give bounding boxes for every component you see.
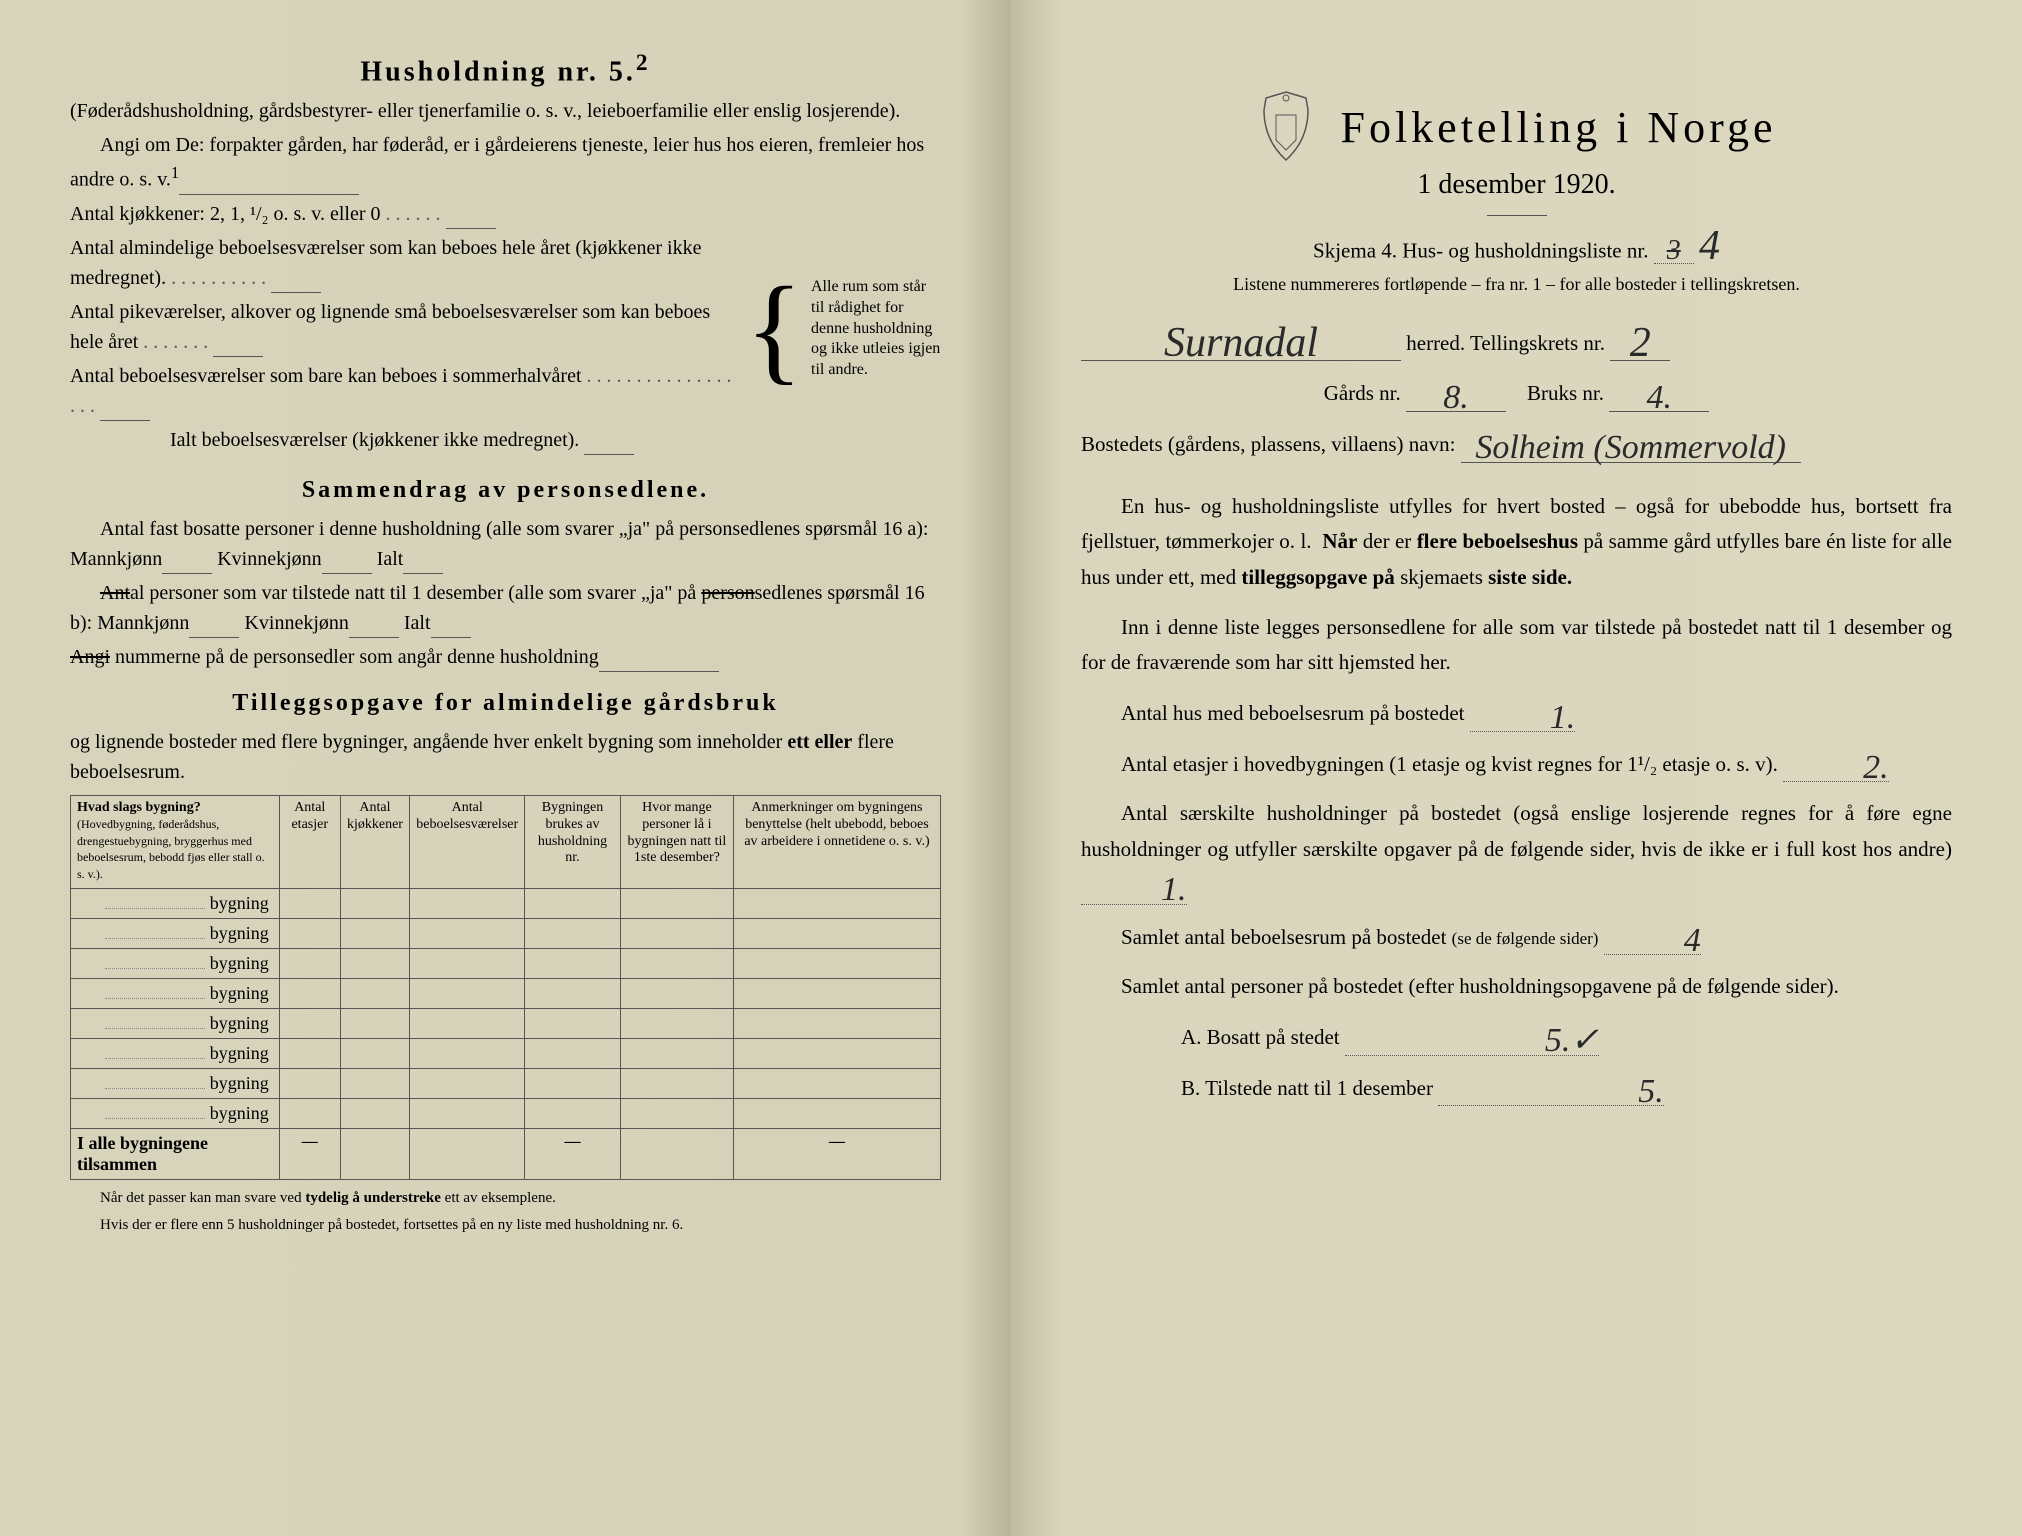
total-rooms-label: Ialt beboelsesværelser (kjøkkener ikke m… xyxy=(170,429,579,451)
table-row: bygning xyxy=(71,948,941,978)
herred-line: Surnadal herred. Tellingskrets nr. 2 xyxy=(1081,325,1952,362)
skjema-line: Skjema 4. Hus- og husholdningsliste nr. … xyxy=(1081,230,1952,264)
col7-header: Anmerkninger om bygningens benyttelse (h… xyxy=(733,795,940,888)
skjema-struck: 3 xyxy=(1667,240,1681,262)
tillegg-header: Tilleggsopgave for almindelige gårdsbruk xyxy=(70,690,941,717)
skjema-value: 4 xyxy=(1699,230,1720,264)
main-subtitle: 1 desember 1920. xyxy=(1081,169,1952,201)
samlet-pers-line: Samlet antal personer på bostedet (efter… xyxy=(1081,969,1952,1005)
bruks-value: 4. xyxy=(1647,384,1673,411)
info-para-1: En hus- og husholdningsliste utfylles fo… xyxy=(1081,489,1952,596)
info-para-2: Inn i denne liste legges personsedlene f… xyxy=(1081,610,1952,681)
antal-etasjer-value: 2. xyxy=(1823,754,1889,781)
table-row: bygning xyxy=(71,918,941,948)
bosted-value: Solheim (Sommervold) xyxy=(1475,434,1786,461)
household-sup: 2 xyxy=(636,50,651,76)
bosatt-a-value: 5.✓ xyxy=(1445,1027,1599,1054)
antal-hus-value: 1. xyxy=(1510,704,1576,731)
household-title-text: Husholdning nr. 5. xyxy=(360,56,636,87)
col2-header: Antal etasjer xyxy=(279,795,340,888)
household-note: (Føderådshusholdning, gårdsbestyrer- ell… xyxy=(70,96,941,126)
gards-line: Gårds nr. 8. Bruks nr. 4. xyxy=(1081,375,1952,412)
tillegg-sub: og lignende bosteder med flere bygninger… xyxy=(70,727,941,787)
antal-hus-line: Antal hus med beboelsesrum på bostedet 1… xyxy=(1081,695,1952,732)
table-header-row: Hvad slags bygning?(Hovedbygning, føderå… xyxy=(71,795,941,888)
samlet-bebo-line: Samlet antal beboelsesrum på bostedet (s… xyxy=(1081,919,1952,956)
col6-header: Hvor mange personer lå i bygningen natt … xyxy=(620,795,733,888)
col5-header: Bygningen brukes av husholdning nr. xyxy=(525,795,621,888)
summer-rooms-label: Antal beboelsesværelser som bare kan beb… xyxy=(70,365,582,387)
brace-text: Alle rum som står til rådighet for denne… xyxy=(811,199,941,459)
antal-hush-value: 1. xyxy=(1121,876,1187,903)
fill-line xyxy=(179,194,359,195)
angi-intro: Angi om De: forpakter gården, har føderå… xyxy=(70,130,941,195)
shield-svg xyxy=(1256,90,1316,165)
footnote-1: Når det passer kan man svare ved tydelig… xyxy=(70,1190,941,1207)
fast-bosatte: Antal fast bosatte personer i denne hush… xyxy=(70,514,941,574)
col1-header: Hvad slags bygning?(Hovedbygning, føderå… xyxy=(71,795,280,888)
table-row: bygning xyxy=(71,978,941,1008)
table-row: bygning xyxy=(71,1008,941,1038)
antal-etasjer-line: Antal etasjer i hovedbygningen (1 etasje… xyxy=(1081,746,1952,783)
household-title: Husholdning nr. 5.2 xyxy=(70,50,941,88)
rooms-list: Antal kjøkkener: 2, 1, ¹/₂ o. s. v. elle… xyxy=(70,199,737,459)
brace-icon: { xyxy=(737,199,811,459)
samlet-bebo-value: 4 xyxy=(1644,927,1701,954)
rooms-year-label: Antal almindelige beboelsesværelser som … xyxy=(70,237,701,289)
antal-hush-line: Antal særskilte husholdninger på bostede… xyxy=(1081,796,1952,904)
header-block: Folketelling i Norge xyxy=(1081,50,1952,165)
table-row: bygning xyxy=(71,1068,941,1098)
coat-of-arms-icon xyxy=(1256,90,1316,165)
main-title: Folketelling i Norge xyxy=(1340,102,1776,153)
sammendrag-header: Sammendrag av personsedlene. xyxy=(70,477,941,504)
herred-value: Surnadal xyxy=(1164,327,1318,361)
gards-value: 8. xyxy=(1443,384,1469,411)
table-row: bygning xyxy=(71,1098,941,1128)
angi-nummerne: Angi nummerne på de personsedler som ang… xyxy=(70,642,941,672)
rooms-brace-group: Antal kjøkkener: 2, 1, ¹/₂ o. s. v. elle… xyxy=(70,199,941,459)
tilstede-b-line: B. Tilstede natt til 1 desember 5. xyxy=(1081,1070,1952,1107)
bosatt-a-line: A. Bosatt på stedet 5.✓ xyxy=(1081,1019,1952,1056)
krets-value: 2 xyxy=(1630,327,1651,361)
divider-line xyxy=(1487,215,1547,216)
left-page: Husholdning nr. 5.2 (Føderådshusholdning… xyxy=(0,0,1011,1536)
footnote-2: Hvis der er flere enn 5 husholdninger på… xyxy=(70,1217,941,1234)
listene-line: Listene nummereres fortløpende – fra nr.… xyxy=(1081,274,1952,295)
bosted-line: Bostedets (gårdens, plassens, villaens) … xyxy=(1081,426,1952,463)
building-table: Hvad slags bygning?(Hovedbygning, føderå… xyxy=(70,795,941,1180)
tilstede-b-value: 5. xyxy=(1538,1078,1664,1105)
table-total-row: I alle bygningene tilsammen——— xyxy=(71,1128,941,1179)
col3-header: Antal kjøkkener xyxy=(340,795,410,888)
right-page: Folketelling i Norge 1 desember 1920. Sk… xyxy=(1011,0,2022,1536)
table-row: bygning xyxy=(71,888,941,918)
table-row: bygning xyxy=(71,1038,941,1068)
col4-header: Antal beboelsesværelser xyxy=(410,795,525,888)
tilstede-line: AntAntal personer som var tilstede natt … xyxy=(70,578,941,638)
kitchen-label: Antal kjøkkener: 2, 1, ¹/₂ o. s. v. elle… xyxy=(70,203,381,225)
